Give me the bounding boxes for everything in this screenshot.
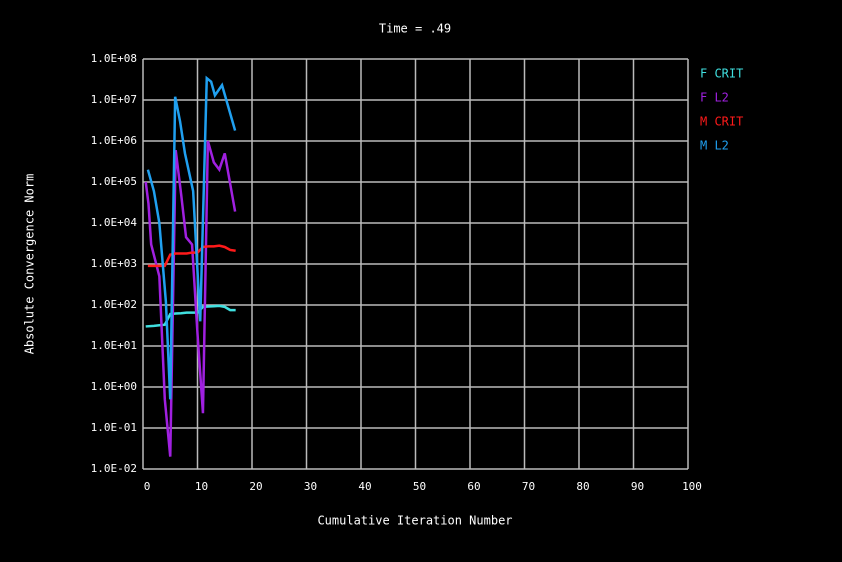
x-tick-label: 100: [682, 480, 702, 493]
y-tick-label: 1.0E+04: [91, 216, 138, 229]
x-tick-label: 70: [522, 480, 535, 493]
y-tick-label: 1.0E+06: [91, 134, 137, 147]
y-tick-label: 1.0E+01: [91, 339, 137, 352]
x-axis-label: Cumulative Iteration Number: [317, 514, 512, 528]
x-tick-label: 80: [576, 480, 589, 493]
x-tick-label: 60: [467, 480, 480, 493]
y-tick-label: 1.0E+00: [91, 380, 137, 393]
x-tick-label: 20: [249, 480, 262, 493]
series-line: [146, 75, 237, 400]
y-tick-label: 1.0E-01: [91, 421, 137, 434]
y-tick-label: 1.0E-02: [91, 462, 137, 475]
series-line: [144, 140, 237, 457]
legend-entry: F CRIT: [700, 67, 743, 81]
y-tick-label: 1.0E+03: [91, 257, 137, 270]
legend-entry: M CRIT: [700, 115, 743, 129]
y-tick-label: 1.0E+02: [91, 298, 137, 311]
chart-title: Time = .49: [379, 22, 451, 36]
x-tick-label: 50: [413, 480, 426, 493]
y-axis-label: Absolute Convergence Norm: [23, 174, 37, 355]
y-tick-label: 1.0E+05: [91, 175, 137, 188]
x-tick-label: 40: [358, 480, 371, 493]
x-tick-label: 30: [304, 480, 317, 493]
x-tick-label: 90: [631, 480, 644, 493]
x-tick-label: 0: [144, 480, 151, 493]
x-tick-label: 10: [195, 480, 208, 493]
legend-entry: M L2: [700, 139, 729, 153]
y-tick-label: 1.0E+07: [91, 93, 137, 106]
y-tick-label: 1.0E+08: [91, 52, 137, 65]
series-line: [145, 304, 236, 328]
legend-entry: F L2: [700, 91, 729, 105]
